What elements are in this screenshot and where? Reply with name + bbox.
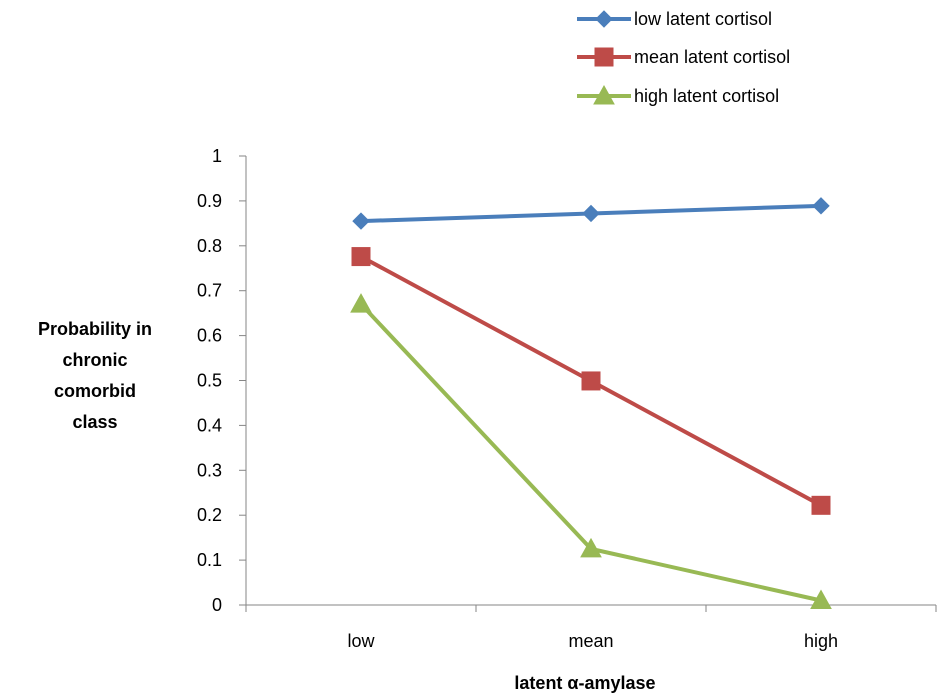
y-tick-label: 0.8 [197, 236, 222, 256]
data-point-diamond [812, 197, 830, 215]
x-tick-label: mean [568, 631, 613, 651]
series-triangle [350, 293, 832, 610]
data-point-diamond [582, 204, 600, 223]
legend-marker-square [594, 47, 614, 67]
legend-item: mean latent cortisol [577, 47, 790, 67]
data-point-square [351, 247, 371, 267]
y-tick-label: 0.6 [197, 326, 222, 346]
y-tick-label: 0.5 [197, 371, 222, 391]
y-axis-title: Probability in chronic comorbid class [38, 319, 152, 432]
legend-label: high latent cortisol [634, 86, 779, 106]
y-axis-title-line: Probability in [38, 319, 152, 339]
x-tick-label: high [804, 631, 838, 651]
legend-marker-diamond [595, 10, 613, 28]
y-tick-label: 0.9 [197, 191, 222, 211]
y-axis: 0 0.1 0.2 0.3 0.4 0.5 0.6 0.7 0.8 0.9 1 [197, 146, 247, 615]
legend-marker-triangle [593, 84, 615, 105]
legend-item: low latent cortisol [577, 9, 772, 29]
series-diamond [352, 197, 830, 230]
x-axis-title: latent α-amylase [514, 673, 655, 693]
y-axis-title-line: class [72, 412, 117, 432]
legend-label: mean latent cortisol [634, 47, 790, 67]
y-tick-label: 0.1 [197, 550, 222, 570]
plot-series [350, 197, 832, 610]
data-point-square [581, 371, 601, 391]
y-tick-label: 0 [212, 595, 222, 615]
y-tick-label: 0.4 [197, 415, 222, 435]
y-tick-label: 0.3 [197, 460, 222, 480]
data-point-triangle [810, 589, 832, 610]
y-tick-label: 0.7 [197, 281, 222, 301]
series-square [351, 247, 831, 515]
legend: low latent cortisol mean latent cortisol h… [577, 9, 790, 106]
x-axis: low mean high [245, 604, 937, 651]
data-point-diamond [352, 212, 370, 230]
y-tick-label: 1 [212, 146, 222, 166]
y-axis-title-line: chronic [62, 350, 127, 370]
y-axis-title-line: comorbid [54, 381, 136, 401]
data-point-square [811, 495, 831, 515]
y-tick-label: 0.2 [197, 505, 222, 525]
legend-item: high latent cortisol [577, 84, 779, 106]
x-tick-label: low [347, 631, 375, 651]
legend-label: low latent cortisol [634, 9, 772, 29]
data-point-triangle [350, 293, 372, 313]
data-point-triangle [580, 537, 602, 558]
